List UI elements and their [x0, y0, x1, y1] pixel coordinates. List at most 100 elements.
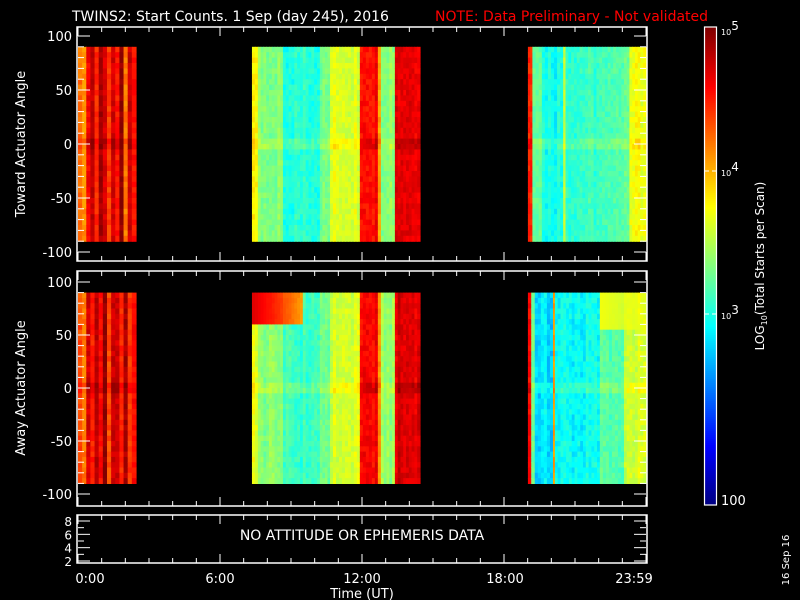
- heatmap-cell: [308, 117, 312, 123]
- heatmap-cell: [308, 63, 312, 69]
- heatmap-cell: [613, 181, 617, 188]
- heatmap-cell: [257, 90, 262, 96]
- heatmap-cell: [565, 117, 569, 123]
- heatmap-cell: [386, 171, 390, 177]
- heatmap-cell: [86, 192, 92, 199]
- heatmap-cell: [602, 219, 606, 226]
- heatmap-cell: [330, 127, 334, 134]
- heatmap-cell: [90, 133, 96, 140]
- heatmap-cell: [621, 160, 625, 167]
- heatmap-cell: [386, 165, 390, 172]
- heatmap-cell: [314, 100, 318, 107]
- heatmap-cell: [411, 203, 416, 210]
- heatmap-cell: [291, 84, 295, 91]
- heatmap-cell: [362, 230, 367, 237]
- heatmap-cell: [389, 111, 393, 118]
- heatmap-cell: [317, 192, 321, 199]
- heatmap-cell: [280, 133, 284, 140]
- heatmap-cell: [408, 208, 413, 215]
- heatmap-cell: [311, 138, 315, 145]
- heatmap-cell: [356, 187, 361, 194]
- heatmap-cell: [327, 79, 331, 86]
- heatmap-cell: [131, 377, 137, 384]
- heatmap-cell: [602, 68, 606, 75]
- heatmap-cell: [294, 187, 298, 194]
- heatmap-cell: [353, 84, 358, 91]
- heatmap-cell: [565, 214, 569, 221]
- heatmap-cell: [599, 235, 603, 242]
- heatmap-cell: [338, 90, 343, 96]
- heatmap-cell: [297, 133, 301, 140]
- heatmap-cell: [341, 144, 346, 150]
- heatmap-cell: [319, 214, 324, 221]
- heatmap-cell: [86, 160, 92, 167]
- heatmap-cell: [394, 127, 399, 134]
- heatmap-cell: [632, 165, 636, 172]
- heatmap-cell: [123, 235, 129, 242]
- heatmap-cell: [282, 127, 287, 134]
- heatmap-cell: [588, 90, 592, 96]
- heatmap-cell: [90, 52, 96, 59]
- heatmap-cell: [333, 144, 337, 150]
- heatmap-cell: [632, 144, 636, 150]
- heatmap-cell: [111, 297, 116, 304]
- heatmap-cell: [368, 219, 373, 226]
- heatmap-cell: [127, 208, 133, 215]
- heatmap-cell: [271, 63, 276, 69]
- heatmap-cell: [632, 95, 636, 102]
- heatmap-cell: [131, 414, 137, 421]
- heatmap-cell: [356, 160, 361, 167]
- heatmap-cell: [291, 122, 295, 129]
- heatmap-cell: [532, 144, 537, 150]
- heatmap-cell: [285, 84, 290, 91]
- heatmap-cell: [613, 133, 617, 140]
- heatmap-cell: [341, 117, 346, 123]
- heatmap-cell: [590, 90, 595, 96]
- heatmap-cell: [86, 154, 92, 161]
- heatmap-cell: [554, 100, 558, 107]
- heatmap-cell: [629, 52, 633, 59]
- heatmap-cell: [380, 90, 385, 96]
- heatmap-cell: [302, 138, 307, 145]
- heatmap-cell: [618, 214, 622, 221]
- heatmap-cell: [269, 90, 273, 96]
- heatmap-cell: [394, 111, 399, 118]
- heatmap-cell: [408, 111, 413, 118]
- heatmap-cell: [86, 117, 92, 123]
- heatmap-cell: [260, 52, 265, 59]
- heatmap-cell: [98, 361, 104, 368]
- heatmap-cell: [585, 208, 589, 215]
- heatmap-cell: [127, 235, 133, 242]
- heatmap-cell: [119, 366, 125, 373]
- heatmap-cell: [254, 356, 259, 363]
- heatmap-cell: [640, 127, 644, 134]
- heatmap-cell: [106, 409, 112, 416]
- heatmap-cell: [571, 149, 575, 156]
- heatmap-cell: [90, 84, 96, 91]
- heatmap-cell: [527, 192, 531, 199]
- heatmap-cell: [350, 138, 355, 145]
- heatmap-cell: [82, 361, 87, 368]
- heatmap-cell: [576, 165, 581, 172]
- heatmap-cell: [568, 149, 572, 156]
- heatmap-cell: [417, 165, 421, 172]
- heatmap-cell: [408, 79, 413, 86]
- heatmap-cell: [102, 303, 108, 310]
- heatmap-cell: [621, 165, 625, 172]
- heatmap-cell: [362, 203, 367, 210]
- heatmap-cell: [590, 100, 595, 107]
- heatmap-cell: [371, 198, 376, 204]
- heatmap-cell: [615, 73, 620, 80]
- heatmap-cell: [263, 297, 267, 304]
- heatmap-cell: [590, 133, 595, 140]
- heatmap-cell: [621, 230, 625, 237]
- heatmap-cell: [311, 57, 315, 64]
- heatmap-cell: [257, 117, 262, 123]
- heatmap-cell: [266, 313, 270, 320]
- heatmap-cell: [386, 84, 390, 91]
- heatmap-cell: [123, 73, 129, 80]
- heatmap-cell: [565, 133, 569, 140]
- heatmap-cell: [266, 57, 270, 64]
- heatmap-cell: [573, 176, 578, 183]
- heatmap-cell: [257, 214, 262, 221]
